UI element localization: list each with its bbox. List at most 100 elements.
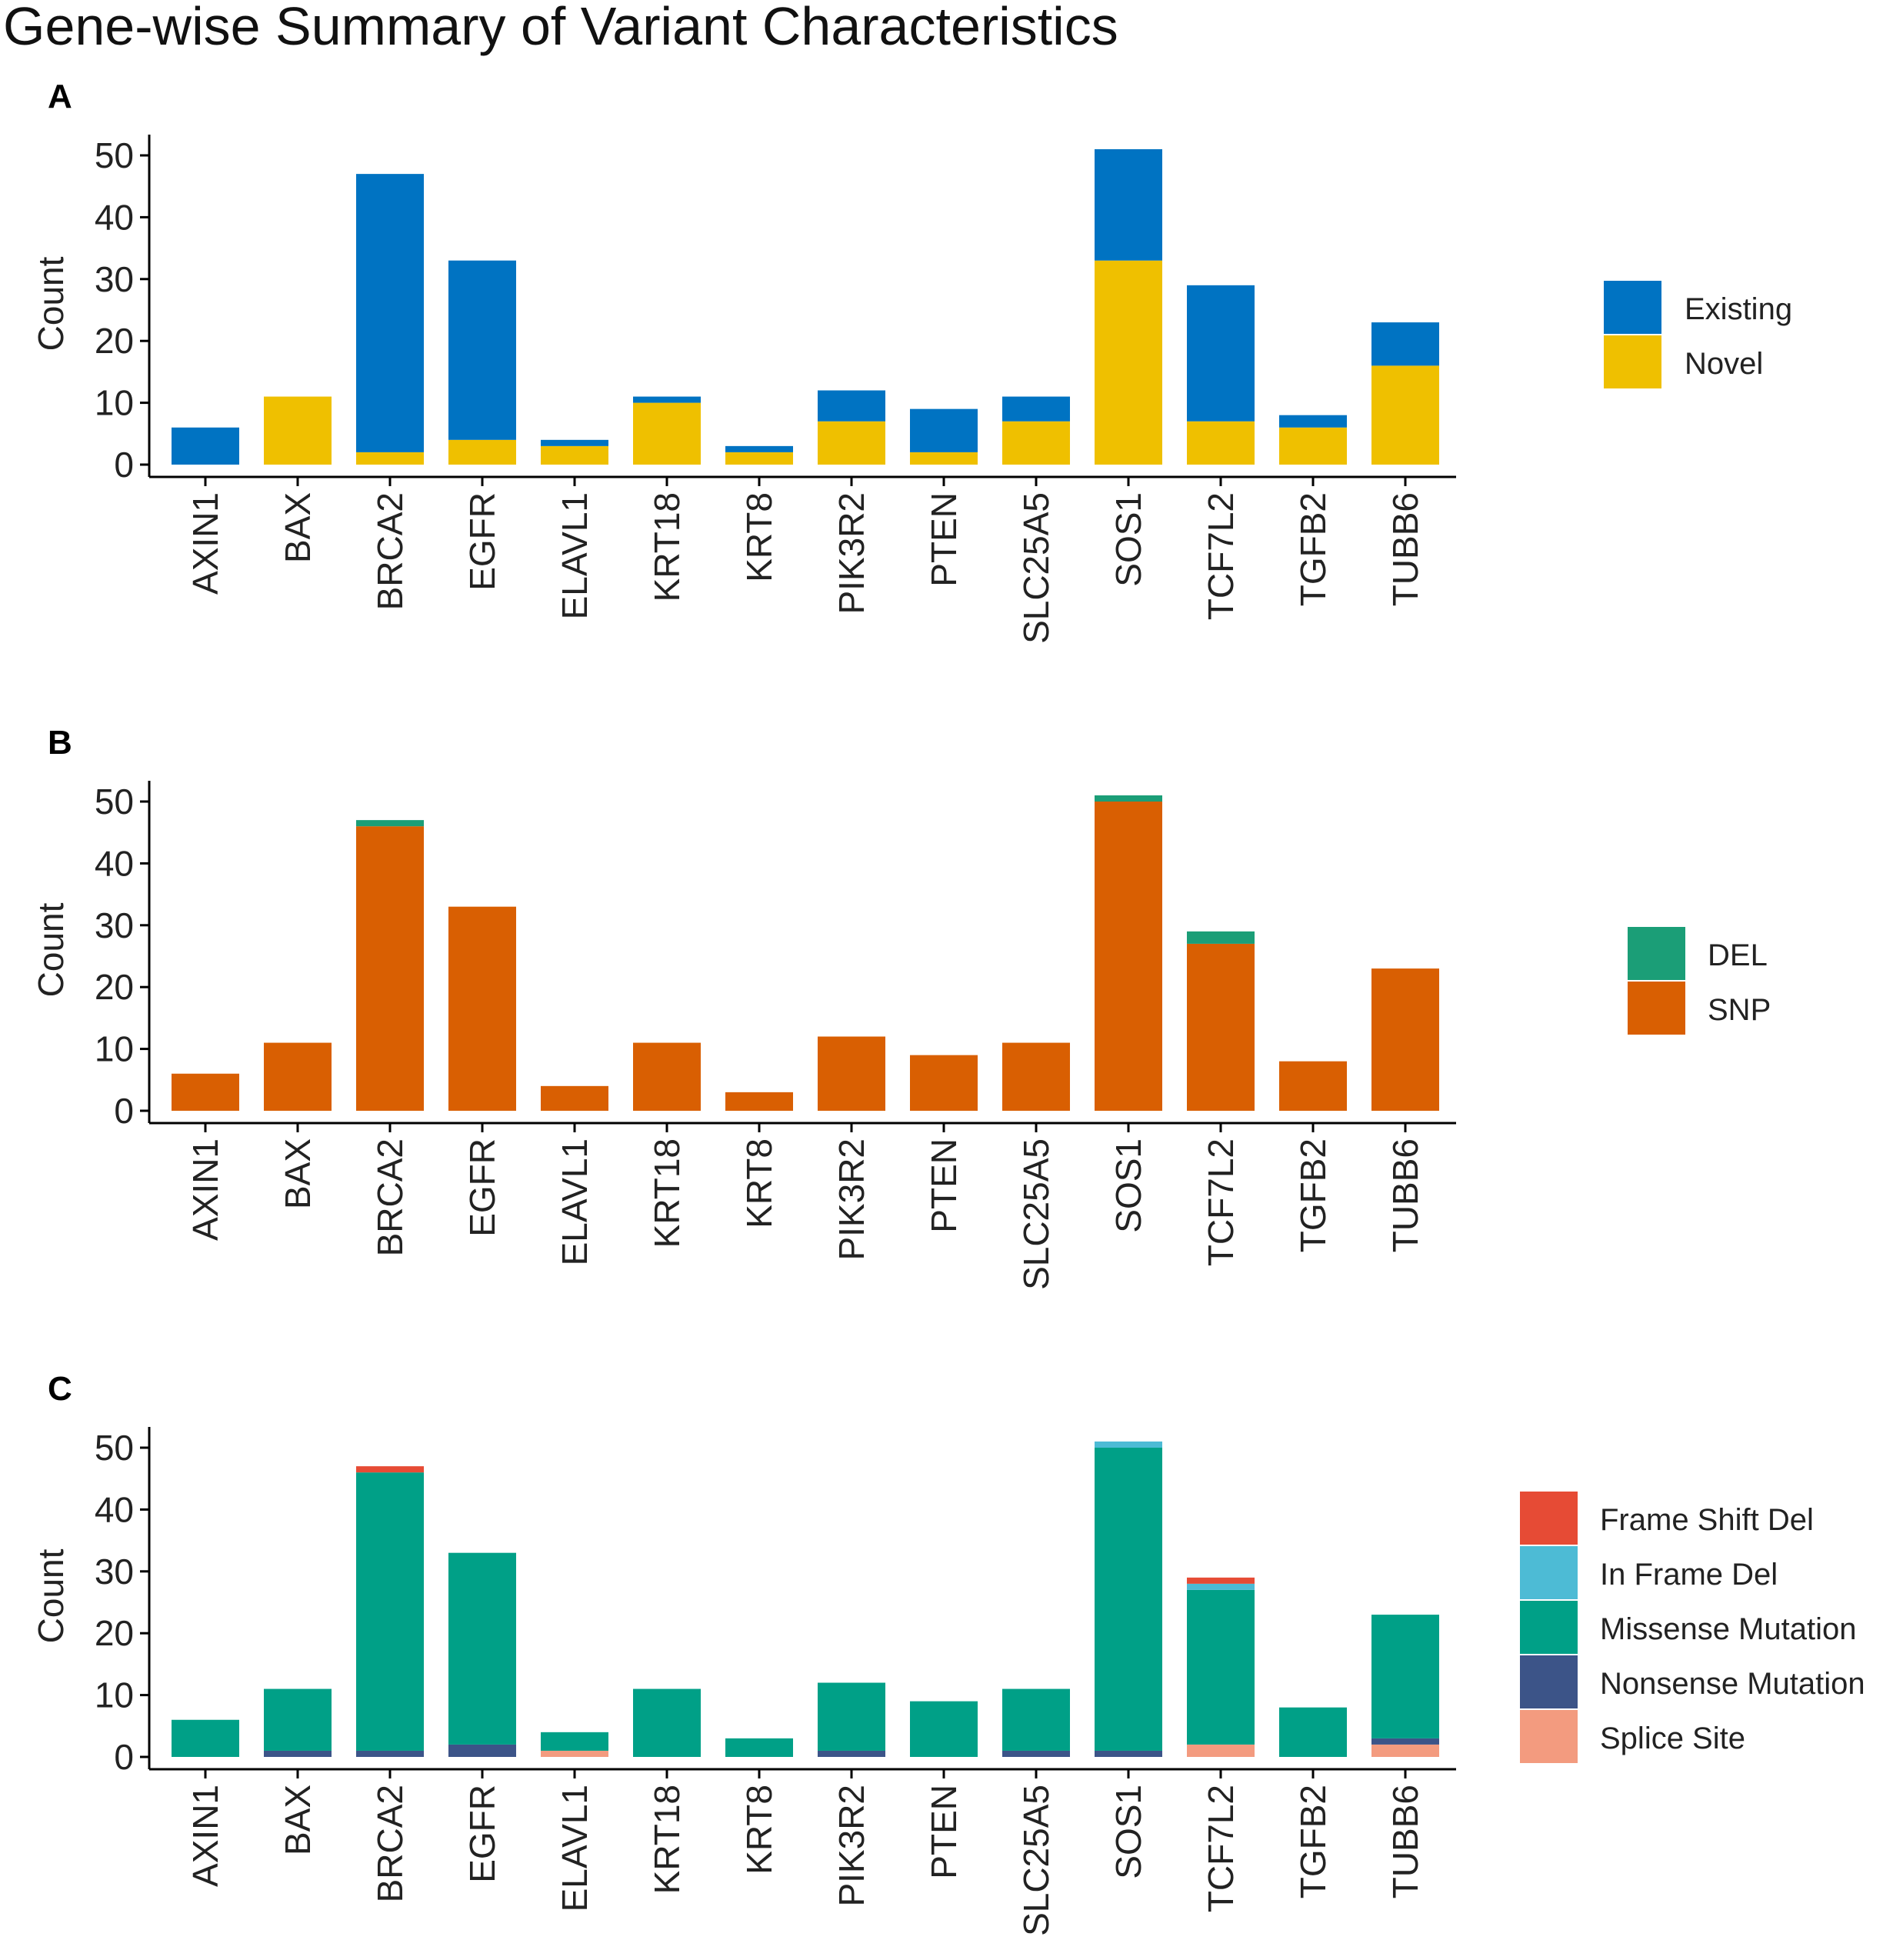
bar-slc25a5-existing <box>1002 396 1070 422</box>
x-tick-label: BRCA2 <box>370 1138 410 1256</box>
bar-elavl1-existing <box>541 439 608 446</box>
y-tick-label: 10 <box>95 1029 134 1069</box>
bar-sos1-in-frame-del <box>1095 1441 1162 1448</box>
y-tick-label: 0 <box>114 445 134 485</box>
bar-egfr-novel <box>448 439 516 465</box>
x-tick-label: SOS1 <box>1108 492 1148 587</box>
x-tick-label: TCF7L2 <box>1201 1138 1241 1266</box>
legend: DEL SNP <box>1628 927 1771 1035</box>
x-tick-label: PTEN <box>924 492 964 587</box>
x-tick-label: AXIN1 <box>185 1138 225 1241</box>
bar-egfr-missense-mutation <box>448 1552 516 1745</box>
bar-elavl1-novel <box>541 445 608 465</box>
bar-pik3r2-novel <box>818 421 885 465</box>
y-tick-label: 40 <box>95 1489 134 1529</box>
bar-axin1-missense-mutation <box>172 1719 239 1757</box>
legend-swatch <box>1520 1546 1578 1599</box>
x-tick-label: BAX <box>278 1785 318 1855</box>
bar-brca2-missense-mutation <box>356 1472 424 1751</box>
y-tick-label: 20 <box>95 1613 134 1653</box>
bar-krt8-missense-mutation <box>725 1738 793 1757</box>
legend-label: SNP <box>1708 993 1771 1027</box>
bar-krt8-snp <box>725 1092 793 1111</box>
x-tick-label: BAX <box>278 492 318 563</box>
y-tick-label: 40 <box>95 197 134 237</box>
x-tick-label: TCF7L2 <box>1201 1785 1241 1912</box>
legend-label: Missense Mutation <box>1600 1612 1856 1646</box>
bar-tgfb2-existing <box>1279 415 1347 428</box>
legend: Frame Shift Del In Frame Del Missense Muta… <box>1520 1492 1865 1763</box>
bar-pten-missense-mutation <box>910 1701 978 1757</box>
bar-sos1-missense-mutation <box>1095 1448 1162 1751</box>
bar-tgfb2-missense-mutation <box>1279 1707 1347 1757</box>
bar-sos1-nonsense-mutation <box>1095 1750 1162 1757</box>
x-tick-label: KRT18 <box>647 1138 687 1248</box>
y-axis-label: Count <box>31 1548 71 1643</box>
bar-tubb6-novel <box>1371 365 1439 465</box>
x-tick-label: KRT18 <box>647 492 687 602</box>
bar-tcf7l2-missense-mutation <box>1187 1589 1255 1745</box>
panel-label: A <box>48 78 72 115</box>
x-tick-label: EGFR <box>462 1785 502 1883</box>
legend-label: In Frame Del <box>1600 1558 1778 1592</box>
legend-swatch <box>1520 1710 1578 1763</box>
bar-tubb6-snp <box>1371 968 1439 1111</box>
bar-slc25a5-nonsense-mutation <box>1002 1750 1070 1757</box>
y-axis-label: Count <box>31 902 71 997</box>
bar-bax-novel <box>264 396 332 465</box>
panel-a: A 0 10 20 30 40 50 Count AXIN1 BAX BRCA2 EGFR ELAVL1… <box>31 78 1792 644</box>
bar-pik3r2-snp <box>818 1036 885 1111</box>
bar-pten-novel <box>910 452 978 465</box>
bar-bax-nonsense-mutation <box>264 1750 332 1757</box>
legend-label: Novel <box>1685 347 1763 381</box>
bar-axin1-snp <box>172 1073 239 1111</box>
figure-title: Gene-wise Summary of Variant Characteris… <box>3 0 1118 56</box>
x-tick-label: SOS1 <box>1108 1785 1148 1879</box>
bar-tcf7l2-splice-site <box>1187 1744 1255 1757</box>
panel-c: C 0 10 20 30 40 50 Count AXIN1 BAX BRCA2 EGFR ELAVL1… <box>31 1370 1865 1936</box>
x-tick-label: TGFB2 <box>1293 1138 1333 1252</box>
y-tick-label: 10 <box>95 1675 134 1715</box>
x-tick-label: KRT18 <box>647 1785 687 1894</box>
y-tick-label: 10 <box>95 383 134 423</box>
bar-elavl1-snp <box>541 1085 608 1111</box>
bar-egfr-nonsense-mutation <box>448 1744 516 1757</box>
y-tick-label: 0 <box>114 1737 134 1777</box>
x-tick-label: SLC25A5 <box>1016 492 1056 644</box>
x-tick-label: SLC25A5 <box>1016 1785 1056 1936</box>
legend-swatch <box>1604 335 1661 388</box>
bar-pten-existing <box>910 408 978 452</box>
y-tick-label: 50 <box>95 135 134 175</box>
panel-label: C <box>48 1370 72 1408</box>
x-tick-label: TCF7L2 <box>1201 492 1241 620</box>
bar-sos1-snp <box>1095 802 1162 1111</box>
panel-b: B 0 10 20 30 40 50 Count AXIN1 BAX BRCA2 EGFR ELAVL1… <box>31 724 1771 1290</box>
bar-egfr-snp <box>448 906 516 1111</box>
x-tick-label: BAX <box>278 1138 318 1209</box>
bar-slc25a5-missense-mutation <box>1002 1688 1070 1751</box>
bar-tgfb2-snp <box>1279 1061 1347 1111</box>
bar-sos1-del <box>1095 795 1162 802</box>
x-tick-label: KRT8 <box>739 492 779 582</box>
bar-elavl1-missense-mutation <box>541 1732 608 1751</box>
legend-swatch <box>1628 927 1685 980</box>
bar-krt18-existing <box>633 396 701 403</box>
bar-krt18-novel <box>633 402 701 465</box>
x-tick-label: TUBB6 <box>1385 492 1425 606</box>
legend: Existing Novel <box>1604 281 1792 388</box>
bar-krt8-novel <box>725 452 793 465</box>
x-tick-label: BRCA2 <box>370 492 410 610</box>
x-tick-label: AXIN1 <box>185 492 225 595</box>
y-tick-label: 40 <box>95 843 134 883</box>
x-tick-label: PIK3R2 <box>832 1138 872 1261</box>
x-tick-label: PIK3R2 <box>832 1785 872 1907</box>
bar-tubb6-missense-mutation <box>1371 1615 1439 1738</box>
bar-tubb6-nonsense-mutation <box>1371 1738 1439 1745</box>
x-tick-label: BRCA2 <box>370 1785 410 1902</box>
x-tick-label: PTEN <box>924 1785 964 1879</box>
legend-label: Nonsense Mutation <box>1600 1667 1865 1701</box>
legend-label: Existing <box>1685 292 1792 326</box>
bar-krt18-snp <box>633 1042 701 1111</box>
bar-sos1-novel <box>1095 260 1162 465</box>
